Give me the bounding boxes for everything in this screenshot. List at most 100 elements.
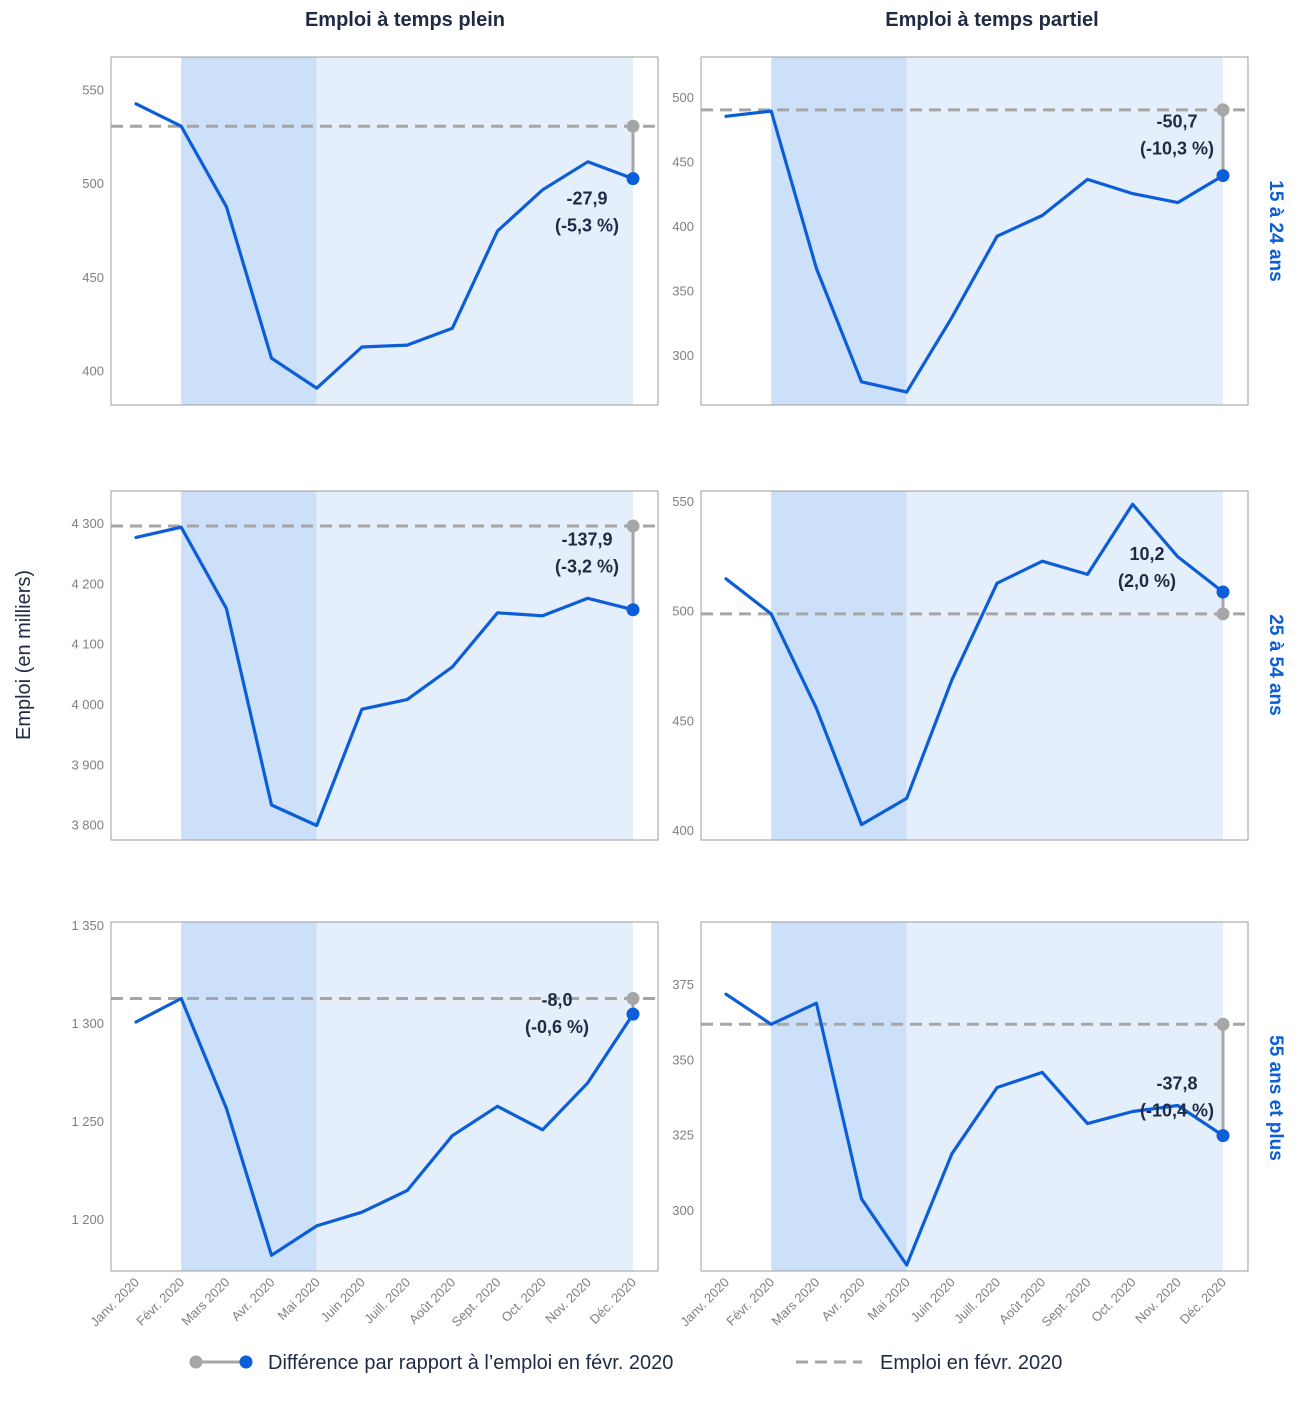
difference-percent-label: (-0,6 %): [525, 1017, 589, 1037]
y-tick-label: 4 200: [71, 576, 104, 591]
x-tick-label: Mars 2020: [178, 1275, 232, 1329]
x-tick-label: Nov. 2020: [1132, 1275, 1184, 1327]
y-tick-label: 450: [82, 270, 104, 285]
x-tick-label: Févr. 2020: [133, 1275, 187, 1329]
y-tick-label: 3 800: [71, 818, 104, 833]
series-line: [724, 109, 1225, 394]
y-tick-label: 450: [672, 155, 694, 170]
row-label-25-54: 25 à 54 ans: [1265, 614, 1286, 715]
y-tick-label: 4 000: [71, 697, 104, 712]
x-tick-label: Janv. 2020: [677, 1275, 732, 1330]
y-tick-label: 325: [672, 1128, 694, 1143]
panel-full-time-55-plus: 1 200 1 250 1 300 1 350 -8,0 (-0,6 %) Janv. 20…: [71, 918, 659, 1330]
shaded-period-lockdown: [771, 57, 907, 405]
column-title-part-time: Emploi à temps partiel: [885, 9, 1098, 31]
plot-frame: [110, 921, 659, 1272]
shaded-period-reopening: [316, 922, 633, 1271]
column-title-full-time: Emploi à temps plein: [305, 9, 505, 31]
x-tick-label: Avr. 2020: [818, 1275, 867, 1324]
difference-percent-label: (-3,2 %): [555, 557, 619, 577]
legend: Différence par rapport à l’emploi en fév…: [189, 1352, 1062, 1374]
december-point: [1216, 1129, 1230, 1143]
row-label-55-plus: 55 ans et plus: [1265, 1035, 1286, 1161]
y-axis-title: Emploi (en milliers): [13, 570, 35, 740]
panel-part-time-15-24: 300 350 400 450 500 -50,7 (-10,3 %): [672, 56, 1249, 406]
y-tick-label: 350: [672, 284, 694, 299]
y-tick-label: 4 100: [71, 637, 104, 652]
x-tick-label: Mai 2020: [864, 1275, 912, 1323]
x-tick-label: Sept. 2020: [448, 1275, 503, 1330]
series-line: [134, 525, 635, 828]
legend-difference-label: Différence par rapport à l’emploi en fév…: [268, 1352, 673, 1374]
y-tick-label: 400: [672, 823, 694, 838]
y-tick-label: 400: [672, 219, 694, 234]
y-tick-label: 550: [82, 83, 104, 98]
difference-percent-label: (-10,3 %): [1140, 139, 1214, 159]
y-tick-label: 1 200: [71, 1212, 104, 1227]
difference-value-label: -8,0: [541, 990, 572, 1010]
plot-frame: [700, 921, 1249, 1272]
difference-percent-label: (2,0 %): [1118, 571, 1176, 591]
panel-part-time-55-plus: 300 325 350 375 -37,8 (-10,4 %) Janv. 2020Févr…: [672, 921, 1249, 1330]
x-tick-label: Oct. 2020: [1088, 1275, 1138, 1325]
series-line: [134, 996, 635, 1257]
reference-point: [626, 519, 640, 533]
shaded-period-reopening: [316, 491, 633, 840]
shaded-period-reopening: [906, 57, 1223, 405]
reference-point: [1216, 607, 1230, 621]
difference-value-label: -37,8: [1156, 1074, 1197, 1094]
december-point: [626, 172, 640, 186]
x-tick-label: Mai 2020: [274, 1275, 322, 1323]
x-tick-label: Déc. 2020: [1177, 1275, 1230, 1328]
plot-frame: [700, 490, 1249, 841]
difference-percent-label: (-5,3 %): [555, 216, 619, 236]
y-tick-label: 1 350: [71, 918, 104, 933]
panel-full-time-15-24: 400 450 500 550 -27,9 (-5,3 %): [82, 56, 659, 406]
december-point: [1216, 585, 1230, 599]
panel-part-time-25-54: 400 450 500 550 10,2 (2,0 %): [672, 490, 1249, 841]
difference-value-label: -27,9: [566, 189, 607, 209]
series-line: [724, 992, 1225, 1267]
shaded-period-lockdown: [181, 922, 317, 1271]
y-tick-label: 450: [672, 713, 694, 728]
x-tick-label: Mars 2020: [768, 1275, 822, 1329]
y-tick-label: 4 300: [71, 516, 104, 531]
reference-point: [1216, 1017, 1230, 1031]
x-tick-label: Juill. 2020: [951, 1275, 1003, 1327]
december-point: [626, 603, 640, 617]
plot-frame: [110, 490, 659, 841]
y-tick-label: 300: [672, 1203, 694, 1218]
panel-full-time-25-54: 3 800 3 900 4 000 4 100 4 200 4 300 -137,9 (-3,…: [71, 490, 659, 841]
x-tick-label: Nov. 2020: [542, 1275, 594, 1327]
series-line: [134, 102, 635, 390]
y-tick-label: 3 900: [71, 757, 104, 772]
series-line: [724, 502, 1225, 827]
difference-value-label: 10,2: [1129, 544, 1164, 564]
y-tick-label: 1 250: [71, 1114, 104, 1129]
y-tick-label: 500: [672, 90, 694, 105]
x-tick-label: Juin 2020: [318, 1275, 368, 1325]
y-tick-label: 500: [82, 176, 104, 191]
difference-percent-label: (-10,4 %): [1140, 1101, 1214, 1121]
y-tick-label: 375: [672, 977, 694, 992]
reference-point: [1216, 103, 1230, 117]
y-tick-label: 400: [82, 363, 104, 378]
legend-reference-marker: [189, 1355, 203, 1369]
y-tick-label: 500: [672, 604, 694, 619]
shaded-period-reopening: [906, 491, 1223, 840]
y-tick-label: 300: [672, 348, 694, 363]
x-tick-label: Janv. 2020: [87, 1275, 142, 1330]
shaded-period-lockdown: [181, 57, 317, 405]
x-tick-label: Déc. 2020: [587, 1275, 640, 1328]
reference-point: [626, 119, 640, 133]
x-tick-label: Févr. 2020: [723, 1275, 777, 1329]
plot-frame: [700, 56, 1249, 406]
x-tick-label: Sept. 2020: [1038, 1275, 1093, 1330]
reference-point: [626, 991, 640, 1005]
x-tick-label: Juin 2020: [908, 1275, 958, 1325]
x-tick-label: Avr. 2020: [228, 1275, 277, 1324]
y-tick-label: 350: [672, 1052, 694, 1067]
x-tick-label: Juill. 2020: [361, 1275, 413, 1327]
shaded-period-lockdown: [771, 491, 907, 840]
